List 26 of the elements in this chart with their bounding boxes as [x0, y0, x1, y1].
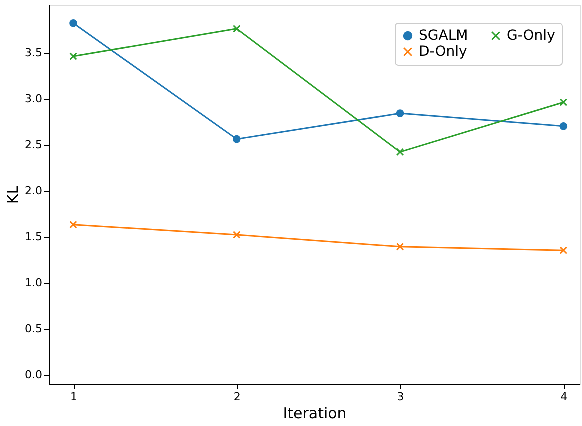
x-tick-label: 2	[234, 390, 241, 404]
point	[70, 220, 78, 229]
point	[396, 148, 404, 156]
y-tick-label: 3.5	[25, 46, 42, 60]
point	[560, 246, 568, 255]
point	[396, 243, 404, 251]
legend-label: G-Only	[507, 28, 556, 44]
x-axis-title: Iteration	[283, 404, 347, 422]
y-tick-label: 3.0	[25, 92, 42, 106]
point	[70, 52, 78, 60]
y-tick-label: 1.5	[25, 230, 42, 244]
legend-label: SGALM	[419, 28, 468, 44]
y-tick-label: 0.0	[25, 368, 42, 382]
y-tick-label: 2.5	[25, 138, 42, 152]
legend-label: D-Only	[419, 44, 468, 60]
y-axis-title: KL	[4, 185, 22, 204]
point	[232, 25, 241, 33]
y-tick-label: 2.0	[25, 184, 42, 198]
x-tick-label: 3	[397, 390, 404, 404]
point	[560, 98, 568, 106]
x-tick-label: 1	[70, 390, 78, 404]
point	[560, 122, 568, 130]
point	[232, 231, 241, 239]
y-tick-label: 0.5	[25, 322, 42, 336]
x-tick-label: 4	[560, 390, 568, 404]
y-tick-label: 1.0	[25, 276, 42, 290]
